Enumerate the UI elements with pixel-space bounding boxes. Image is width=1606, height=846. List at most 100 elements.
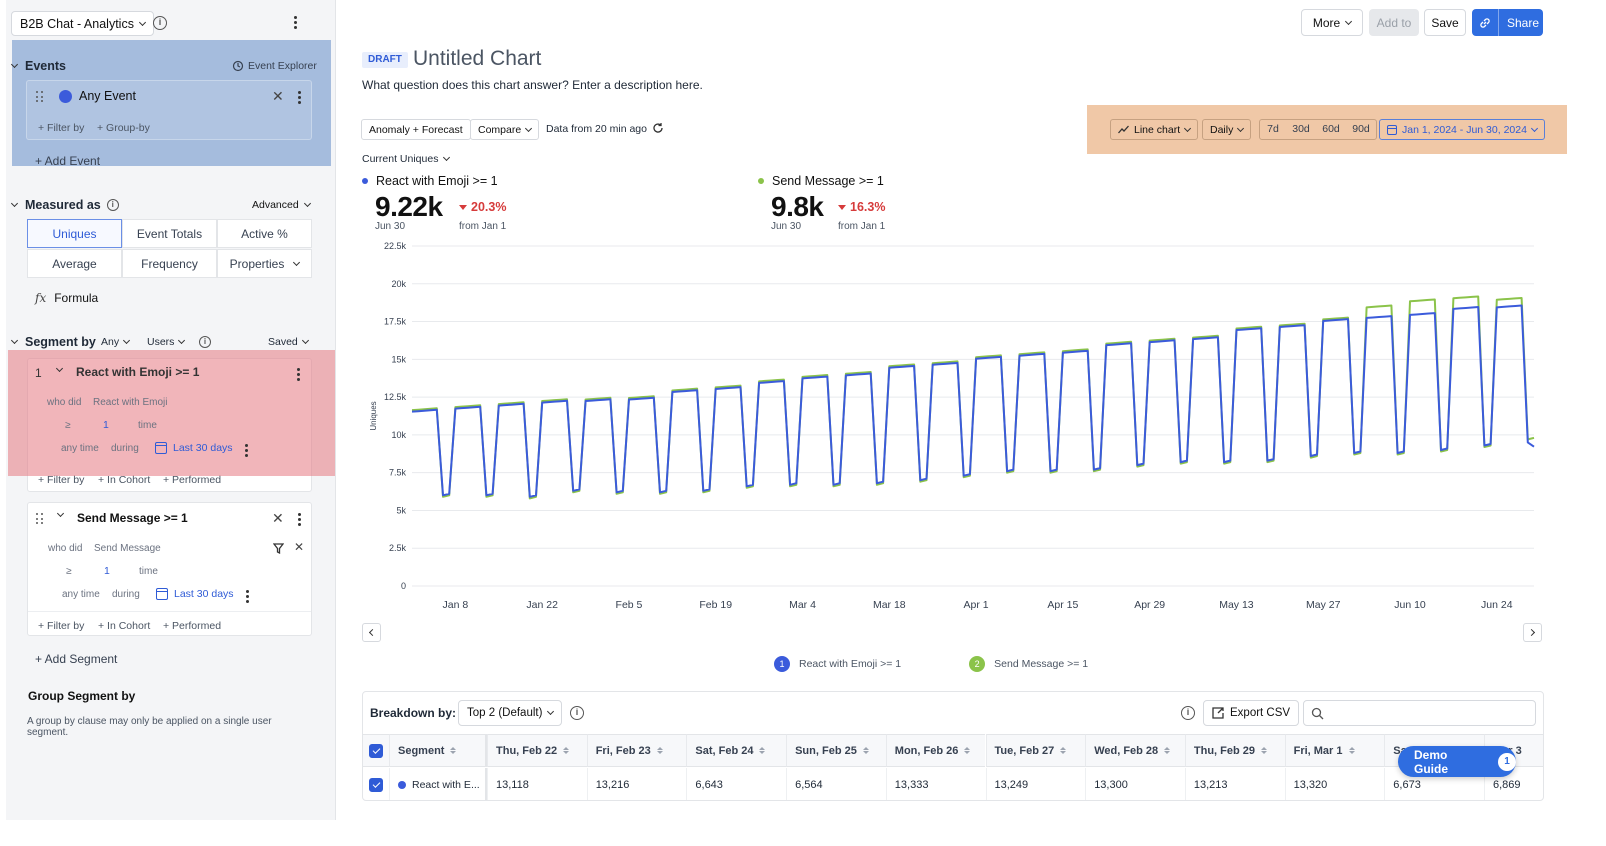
info-icon[interactable]: i xyxy=(570,706,584,720)
range-90d[interactable]: 90d xyxy=(1352,123,1370,135)
any-time-label[interactable]: any time xyxy=(61,443,99,454)
segment-1-name[interactable]: React with Emoji >= 1 xyxy=(76,365,200,379)
copy-link-button[interactable] xyxy=(1472,9,1499,36)
count-input[interactable]: 1 xyxy=(104,565,110,577)
anomaly-forecast-button[interactable]: Anomaly + Forecast xyxy=(361,119,471,140)
segment-options-icon[interactable] xyxy=(296,368,300,381)
drag-handle-icon[interactable] xyxy=(36,513,44,525)
range-30d[interactable]: 30d xyxy=(1292,123,1310,135)
range-60d[interactable]: 60d xyxy=(1322,123,1340,135)
demo-guide-button[interactable]: Demo Guide 1 xyxy=(1398,746,1516,777)
more-options-icon[interactable] xyxy=(293,16,297,29)
column-header-date[interactable]: Thu, Feb 29 xyxy=(1184,734,1285,767)
scroll-left-button[interactable] xyxy=(362,623,381,642)
y-tick-label: 15k xyxy=(391,354,406,364)
any-time-label[interactable]: any time xyxy=(62,589,100,600)
count-input[interactable]: 1 xyxy=(103,419,109,431)
tab-frequency[interactable]: Frequency xyxy=(122,249,217,278)
chart-description[interactable]: What question does this chart answer? En… xyxy=(362,78,703,92)
drag-handle-icon[interactable] xyxy=(36,91,44,103)
range-options-icon[interactable] xyxy=(244,444,248,457)
formula-button[interactable]: fx Formula xyxy=(35,291,98,305)
segment-1-event[interactable]: React with Emoji xyxy=(93,397,168,408)
tab-event-totals[interactable]: Event Totals xyxy=(122,219,217,248)
metric-dropdown[interactable]: Current Uniques xyxy=(362,153,451,165)
legend-item-1[interactable]: 1 React with Emoji >= 1 xyxy=(774,656,901,672)
range-7d[interactable]: 7d xyxy=(1267,123,1279,135)
tab-active-percent[interactable]: Active % xyxy=(217,219,312,248)
advanced-dropdown[interactable]: Advanced xyxy=(252,199,311,211)
add-event-button[interactable]: + Add Event xyxy=(35,154,101,168)
add-segment-button[interactable]: + Add Segment xyxy=(35,652,118,666)
tab-uniques[interactable]: Uniques xyxy=(27,219,122,248)
add-to-label: Add to xyxy=(1376,15,1412,30)
event-options-icon[interactable] xyxy=(297,91,301,104)
events-header[interactable]: Events xyxy=(10,59,66,73)
column-header-date[interactable]: Tue, Feb 27 xyxy=(985,734,1086,767)
column-header-date[interactable]: Sat, Feb 24 xyxy=(686,734,787,767)
info-icon[interactable]: i xyxy=(153,16,167,30)
date-range-link[interactable]: Last 30 days xyxy=(173,442,233,454)
remove-event-icon[interactable]: ✕ xyxy=(294,540,305,554)
export-csv-button[interactable]: Export CSV xyxy=(1203,700,1300,726)
segment-header[interactable]: Segment by xyxy=(10,335,96,349)
info-icon[interactable]: i xyxy=(1181,706,1195,720)
segment-2-name[interactable]: Send Message >= 1 xyxy=(77,511,188,525)
operator-label[interactable]: ≥ xyxy=(65,420,71,431)
column-header-date[interactable]: Thu, Feb 22 xyxy=(487,734,587,767)
segment-any-dropdown[interactable]: Any xyxy=(101,336,131,348)
interval-dropdown[interactable]: Daily xyxy=(1202,119,1252,140)
table-search-input[interactable] xyxy=(1303,700,1536,726)
column-header-date[interactable]: Wed, Feb 28 xyxy=(1085,734,1185,767)
chart-type-dropdown[interactable]: Line chart xyxy=(1110,119,1199,140)
filter-by-button[interactable]: + Filter by xyxy=(38,122,85,134)
x-tick-label: Jan 8 xyxy=(443,599,469,611)
operator-label[interactable]: ≥ xyxy=(66,566,72,577)
x-tick-label: Mar 4 xyxy=(789,599,816,611)
in-cohort-button[interactable]: + In Cohort xyxy=(98,620,151,632)
filter-by-button[interactable]: + Filter by xyxy=(38,620,85,632)
column-header-date[interactable]: Fri, Mar 1 xyxy=(1284,734,1385,767)
event-name[interactable]: Any Event xyxy=(79,89,136,103)
save-button[interactable]: Save xyxy=(1424,9,1466,36)
more-dropdown[interactable]: More xyxy=(1301,9,1363,36)
select-all-checkbox[interactable] xyxy=(369,743,383,758)
filter-icon[interactable] xyxy=(273,543,284,554)
row-checkbox-cell xyxy=(363,768,389,800)
legend-item-2[interactable]: 2 Send Message >= 1 xyxy=(969,656,1088,672)
date-range-link[interactable]: Last 30 days xyxy=(174,588,234,600)
segment-users-dropdown[interactable]: Users xyxy=(147,336,186,348)
saved-dropdown[interactable]: Saved xyxy=(268,336,309,348)
remove-event-icon[interactable]: ✕ xyxy=(272,88,284,104)
date-range-picker[interactable]: Jan 1, 2024 - Jun 30, 2024 xyxy=(1379,119,1545,140)
info-icon[interactable]: i xyxy=(106,199,119,211)
event-explorer-link[interactable]: Event Explorer xyxy=(232,60,317,72)
compare-dropdown[interactable]: Compare xyxy=(470,119,540,140)
tab-properties[interactable]: Properties xyxy=(217,249,312,278)
remove-segment-icon[interactable]: ✕ xyxy=(272,510,284,526)
share-button[interactable]: Share xyxy=(1507,15,1540,30)
chevron-down-icon[interactable] xyxy=(56,509,65,518)
column-header-date[interactable]: Mon, Feb 26 xyxy=(885,734,986,767)
breakdown-select[interactable]: Top 2 (Default) xyxy=(458,700,563,726)
info-icon[interactable]: i xyxy=(199,336,211,348)
scroll-right-button[interactable] xyxy=(1523,623,1542,642)
refresh-icon[interactable] xyxy=(652,122,664,134)
range-options-icon[interactable] xyxy=(245,590,249,603)
column-header-date[interactable]: Sun, Feb 25 xyxy=(786,734,886,767)
performed-button[interactable]: + Performed xyxy=(163,620,222,632)
performed-button[interactable]: + Performed xyxy=(163,474,222,486)
column-header-segment[interactable]: Segment xyxy=(389,734,487,767)
segment-options-icon[interactable] xyxy=(297,513,301,526)
column-header-date[interactable]: Fri, Feb 23 xyxy=(586,734,687,767)
chart-title[interactable]: Untitled Chart xyxy=(413,47,542,70)
in-cohort-button[interactable]: + In Cohort xyxy=(98,474,151,486)
measured-header[interactable]: Measured as i xyxy=(10,198,119,212)
line-chart[interactable]: 0 2.5k 5k 7.5k 10k 12.5k 15k 17.5k 20k 22.5k Uniqu… xyxy=(362,236,1544,616)
group-by-button[interactable]: + Group-by xyxy=(97,122,150,134)
project-selector[interactable]: B2B Chat - Analytics xyxy=(11,11,154,36)
tab-average[interactable]: Average xyxy=(27,249,122,278)
filter-by-button[interactable]: + Filter by xyxy=(38,474,85,486)
segment-2-event[interactable]: Send Message xyxy=(94,543,161,554)
row-checkbox[interactable] xyxy=(369,777,383,792)
